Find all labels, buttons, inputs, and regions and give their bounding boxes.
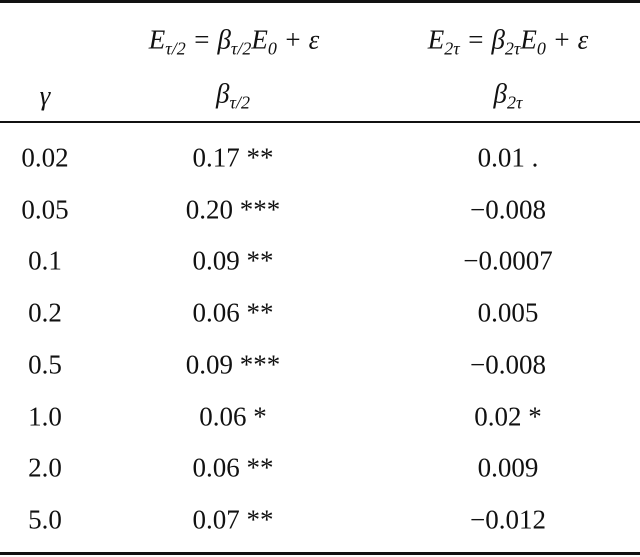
bottom-rule: [0, 552, 640, 555]
math-text: = β: [185, 24, 231, 55]
table-cell: −0.012: [470, 504, 546, 535]
math-text: E: [251, 24, 268, 55]
table-cell: 2.0: [28, 452, 62, 483]
math-text: + ε: [545, 24, 589, 55]
header-equation: E2τ = β2τE0 + ε: [427, 24, 589, 59]
subscript: 0: [536, 38, 546, 59]
table-cell: 5.0: [28, 504, 62, 535]
table-cell: −0.008: [470, 194, 546, 225]
table-cell: 0.06 **: [192, 297, 274, 328]
column-header: β2τ: [493, 78, 523, 113]
math-text: E: [427, 24, 445, 55]
header-equation: Eτ/2 = βτ/2E0 + ε: [148, 24, 320, 59]
math-text: β: [493, 78, 507, 109]
math-text: + ε: [276, 24, 320, 55]
subscript: 2τ: [504, 38, 521, 59]
table-cell: 0.02 *: [474, 401, 542, 431]
table-cell: 0.06 **: [192, 452, 274, 483]
table-cell: 1.0: [28, 401, 62, 431]
table-cell: 0.20 ***: [185, 194, 281, 225]
table-cell: 0.06 *: [199, 401, 267, 431]
table-cell: 0.09 ***: [185, 349, 281, 380]
table-cell: −0.0007: [463, 245, 553, 276]
math-text: β: [216, 78, 230, 109]
table-cell: 0.009: [477, 452, 539, 483]
table-cell: 0.2: [28, 297, 62, 328]
subscript: τ/2: [165, 38, 186, 59]
table-cell: 0.005: [477, 297, 539, 328]
table-cell: 0.5: [28, 349, 62, 380]
subscript: 2τ: [507, 92, 523, 113]
top-rule: [0, 0, 640, 3]
math-text: = β: [459, 24, 505, 55]
math-text: E: [520, 24, 537, 55]
subscript: τ/2: [230, 38, 252, 59]
math-text: γ: [39, 80, 51, 111]
subscript: 2τ: [444, 38, 460, 59]
table-cell: 0.09 **: [192, 245, 274, 276]
math-text: E: [148, 24, 166, 55]
table-cell: 0.05: [21, 194, 69, 225]
subscript: 0: [267, 38, 277, 59]
table-cell: 0.07 **: [192, 504, 274, 535]
table-cell: 0.17 **: [192, 142, 274, 173]
table-cell: −0.008: [470, 349, 546, 380]
mid-rule: [0, 121, 640, 123]
column-header: βτ/2: [216, 78, 250, 113]
table-cell: 0.01 .: [477, 142, 539, 173]
subscript: τ/2: [229, 92, 250, 113]
table-cell: 0.02: [21, 142, 69, 173]
table-cell: 0.1: [28, 245, 62, 276]
column-header: γ: [39, 80, 51, 111]
